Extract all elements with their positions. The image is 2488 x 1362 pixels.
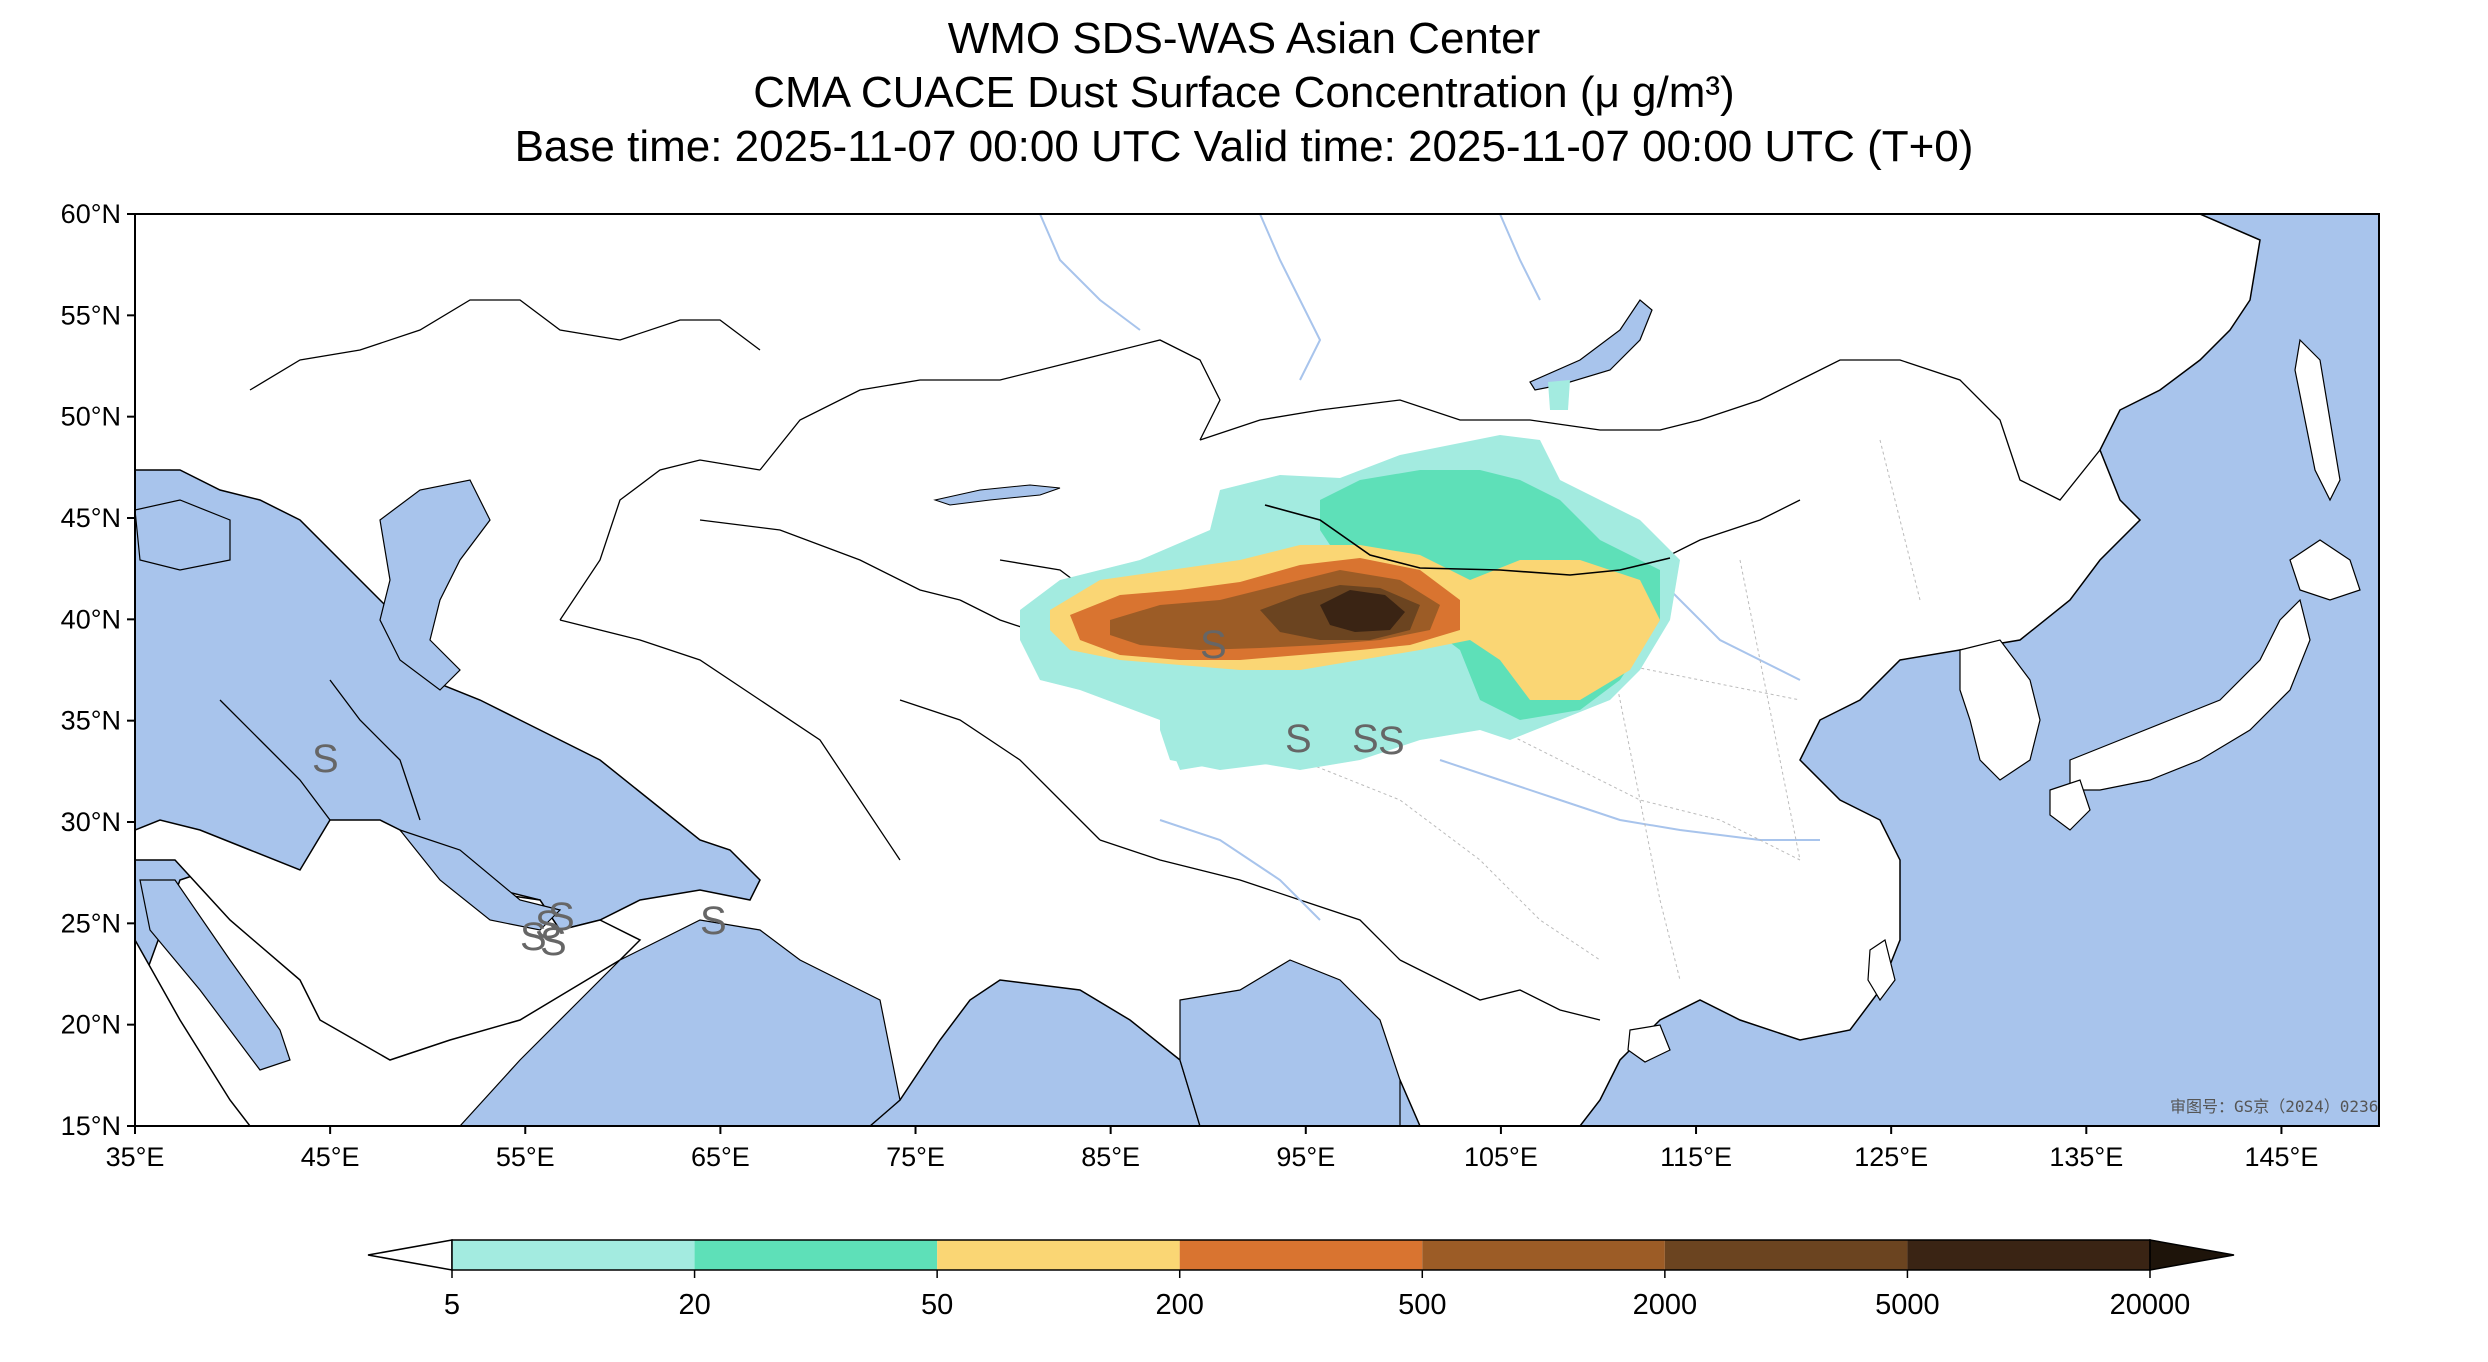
land-hokkaido [2289,539,2361,601]
red-sea [139,879,291,1071]
lon-tick-label: 135°E [2049,1142,2123,1172]
caspian-sea [379,479,491,691]
land-kyushu [2049,779,2091,831]
land-taiwan [1867,939,1896,1002]
lon-tick-label: 115°E [1660,1142,1732,1172]
lat-tick-label: 50°N [61,402,121,432]
colorbar-level-label: 500 [1398,1289,1446,1321]
colorbar-level-label: 2000 [1633,1289,1698,1321]
lon-tick-label: 35°E [106,1142,165,1172]
title-line-1: WMO SDS-WAS Asian Center [947,14,1541,63]
station-marker: S [535,903,562,947]
longitude-axis: 35°E 45°E 55°E 65°E 75°E 85°E 95°E 105°E 115°E 12… [106,1126,2319,1172]
land-arabia [135,819,642,1061]
station-marker: S [312,737,339,781]
colorbar-level-label: 5000 [1875,1289,1940,1321]
lon-tick-label: 85°E [1081,1142,1140,1172]
colorbar-segment [694,1240,938,1270]
station-marker: S [1378,719,1405,763]
station-marker: S [1352,717,1379,761]
colorbar-level-label: 20000 [2110,1289,2191,1321]
colorbar-segment [452,1240,695,1270]
title-line-2: CMA CUACE Dust Surface Concentration (μ … [753,68,1735,117]
mongolia-border [1264,504,1671,576]
colorbar-extend-high [2149,1239,2235,1271]
map-approval-stamp: 审图号：GS京（2024）0236号 [2170,1097,2394,1116]
lon-tick-label: 95°E [1276,1142,1335,1172]
colorbar: 5 20 50 200 500 2000 5000 20000 [367,1239,2235,1321]
land-korea [1959,639,2041,781]
station-marker: S [1200,623,1227,667]
lat-tick-label: 35°N [61,706,121,736]
lon-tick-label: 105°E [1464,1142,1538,1172]
colorbar-level-label: 20 [678,1289,710,1321]
station-marker: S [540,920,567,964]
bay-of-bengal [1179,959,1401,1126]
land-sakhalin [2294,338,2341,502]
lat-tick-label: 45°N [61,503,121,533]
station-marker: S [548,895,575,939]
lat-tick-label: 60°N [61,199,121,229]
colorbar-segment [1907,1240,2150,1270]
station-marker: S [700,899,727,943]
lon-tick-label: 145°E [2245,1142,2319,1172]
lon-tick-label: 75°E [886,1142,945,1172]
dust-contours [1020,380,1680,770]
lat-tick-label: 30°N [61,807,121,837]
lat-tick-label: 25°N [61,908,121,938]
black-sea [135,499,231,571]
persian-gulf [398,828,562,931]
land-hainan [1627,1024,1671,1063]
lon-tick-label: 55°E [496,1142,555,1172]
lon-tick-label: 45°E [301,1142,360,1172]
station-marker: S [1285,717,1312,761]
dust-level-5c [1548,380,1570,410]
lat-tick-label: 15°N [61,1111,121,1141]
dust-level-5b [1160,700,1360,770]
arabian-sea [459,919,901,1126]
colorbar-segment [1179,1240,1423,1270]
title-line-3: Base time: 2025-11-07 00:00 UTC Valid ti… [514,122,1974,171]
colorbar-level-label: 200 [1156,1289,1204,1321]
station-markers: S S S S S S S S S S [312,623,1405,964]
land-japan [2069,598,2311,791]
lon-tick-label: 125°E [1854,1142,1928,1172]
colorbar-frame [451,1239,2151,1271]
title-block: WMO SDS-WAS Asian Center CMA CUACE Dust … [0,12,2488,174]
station-marker: S [520,915,547,959]
lat-tick-label: 20°N [61,1010,121,1040]
colorbar-level-label: 5 [444,1289,460,1321]
colorbar-segment [1664,1240,1908,1270]
lon-tick-label: 65°E [691,1142,750,1172]
lake-balkhash [933,484,1061,506]
colorbar-segment [1422,1240,1665,1270]
lat-tick-label: 55°N [61,300,121,330]
colorbar-level-label: 50 [921,1289,953,1321]
lat-tick-label: 40°N [61,604,121,634]
colorbar-segment [937,1240,1180,1270]
map-frame [134,213,2380,1127]
dust-level-5000 [1320,590,1405,632]
colorbar-extend-low [367,1239,453,1271]
lake-baikal [1529,299,1653,391]
land-africa [135,938,251,1126]
latitude-axis: 60°N 55°N 50°N 45°N 40°N 35°N 30°N 25°N 20°N 15°N [61,199,135,1141]
